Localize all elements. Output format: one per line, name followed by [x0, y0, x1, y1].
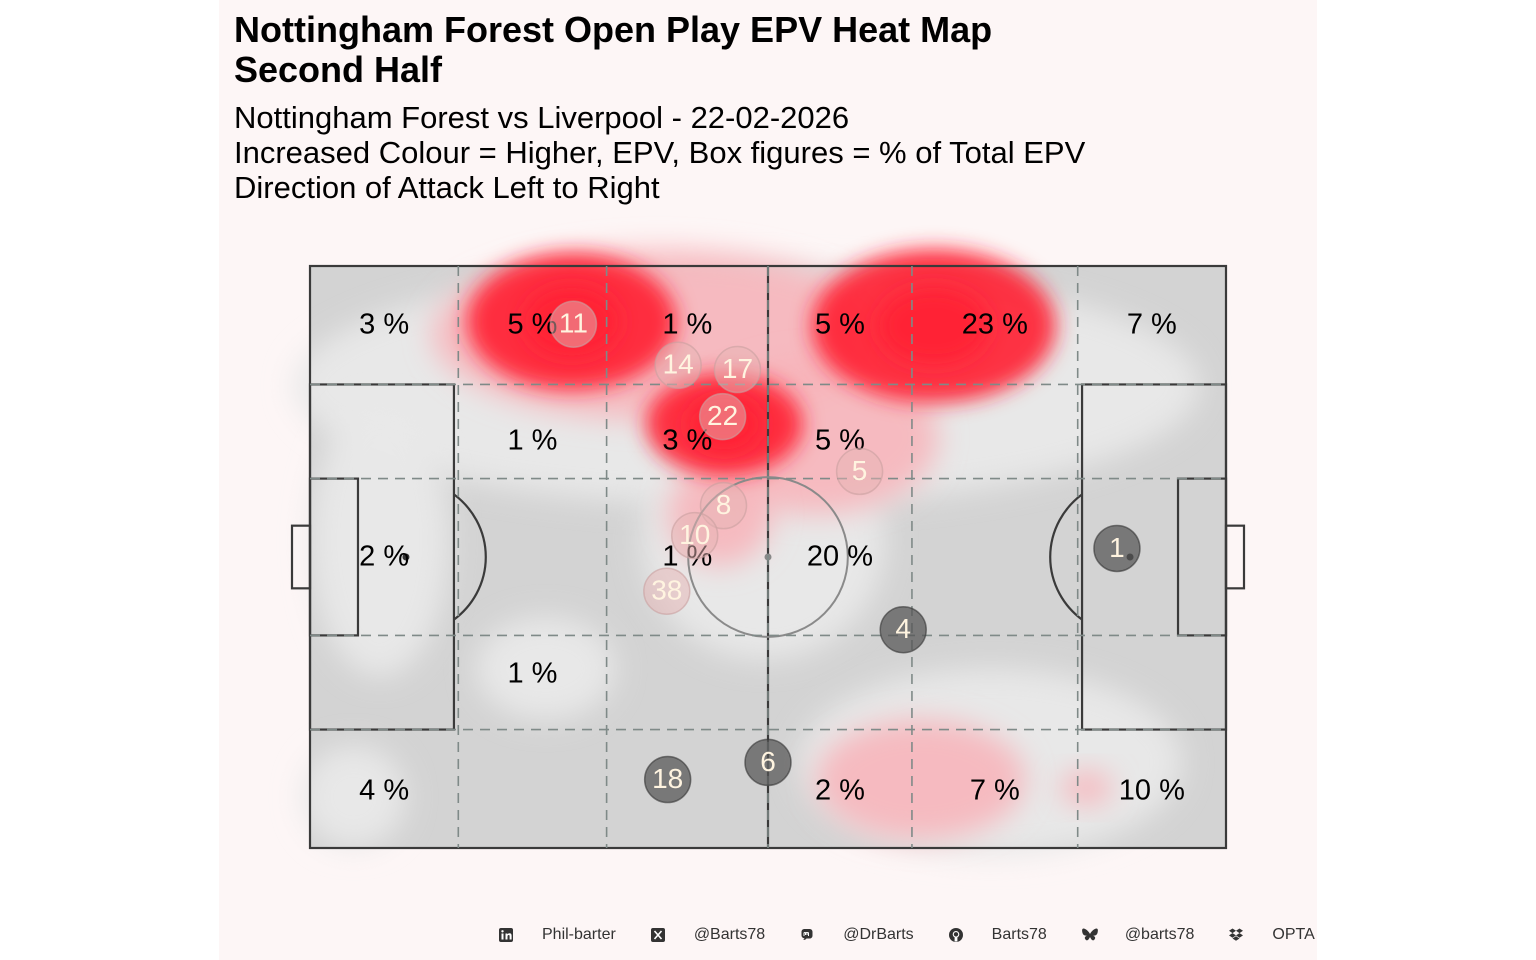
zone-label: 7 %: [1127, 309, 1177, 341]
zone-label: 1 %: [507, 425, 557, 457]
player-marker: [713, 345, 762, 394]
player-marker: [643, 755, 692, 804]
footer-twitter-text: @Barts78: [693, 926, 766, 943]
chart-subtitle: Nottingham Forest vs Liverpool - 22-02-2…: [234, 100, 1085, 205]
zone-label: 7 %: [970, 775, 1020, 807]
player-number: 5: [852, 455, 868, 486]
heat-blob-low: [301, 745, 406, 848]
heat-blob-mid: [1060, 770, 1113, 806]
player-marker: [643, 567, 691, 615]
subtitle-line-3: Direction of Attack Left to Right: [234, 170, 660, 205]
player-marker: [670, 511, 719, 560]
player-marker: [698, 392, 747, 441]
zone-label: 20 %: [807, 541, 873, 573]
title-line-1: Nottingham Forest Open Play EPV Heat Map: [234, 9, 993, 50]
dropbox-icon: [1228, 927, 1244, 943]
left-goal: [290, 524, 312, 590]
zone-label: 5 %: [507, 309, 557, 341]
subtitle-line-1: Nottingham Forest vs Liverpool - 22-02-2…: [234, 100, 850, 135]
player-number: 38: [651, 575, 682, 606]
mastodon-icon: [799, 927, 815, 943]
heat-blob-low: [475, 616, 616, 720]
github-icon: [948, 927, 964, 943]
player-number: 22: [707, 400, 738, 431]
left-penalty-spot: [402, 553, 410, 561]
player-number: 6: [760, 746, 776, 777]
chart-title: Nottingham Forest Open Play EPV Heat Map…: [234, 10, 992, 90]
player-number: 4: [895, 613, 911, 644]
player-number: 10: [679, 519, 710, 550]
heat-blob-mid: [815, 719, 1026, 840]
player-marker: [879, 606, 927, 654]
zone-label: 2 %: [359, 541, 409, 573]
right-goal: [1224, 524, 1246, 590]
player-number: 8: [716, 489, 732, 520]
player-number: 1: [1109, 532, 1125, 563]
player-number: 11: [559, 308, 588, 339]
zone-label: 23 %: [962, 309, 1028, 341]
zone-label: 3 %: [359, 309, 409, 341]
player-marker: [1093, 524, 1141, 573]
player-number: 17: [722, 353, 753, 384]
footer-bluesky-text: @barts78: [1124, 926, 1195, 943]
right-penalty-arc: [1049, 493, 1083, 621]
title-line-2: Second Half: [234, 49, 443, 90]
subtitle-line-2: Increased Colour = Higher, EPV, Box figu…: [234, 135, 1086, 170]
heat-core: [878, 287, 989, 365]
player-marker: [744, 738, 792, 787]
heat-blob-low: [310, 402, 450, 677]
bluesky-icon: [1081, 927, 1098, 943]
player-marker: [549, 300, 598, 348]
zone-label: 1 %: [662, 309, 712, 341]
player-marker: [835, 447, 884, 496]
player-number: 14: [663, 349, 694, 380]
footer-github-text: Barts78: [991, 926, 1047, 943]
zone-label: 10 %: [1119, 775, 1185, 807]
player-marker: [654, 341, 702, 390]
zone-label: 4 %: [359, 775, 409, 807]
player-marker: [699, 481, 748, 530]
x-twitter-icon: [650, 927, 666, 943]
zone-label: 1 %: [507, 658, 557, 690]
footer-linkedin-text: Phil-barter: [542, 926, 616, 943]
footer-source-text: OPTA: [1272, 926, 1315, 943]
left-penalty-arc: [453, 493, 487, 621]
player-number: 18: [652, 763, 683, 794]
footer-credits: Phil-barter @Barts78 @DrBarts Barts78 @b…: [498, 924, 1349, 946]
zone-label: 2 %: [815, 775, 865, 807]
linkedin-icon: [498, 927, 514, 943]
footer-mastodon-text: @DrBarts: [843, 926, 914, 943]
zone-label: 5 %: [815, 309, 865, 341]
